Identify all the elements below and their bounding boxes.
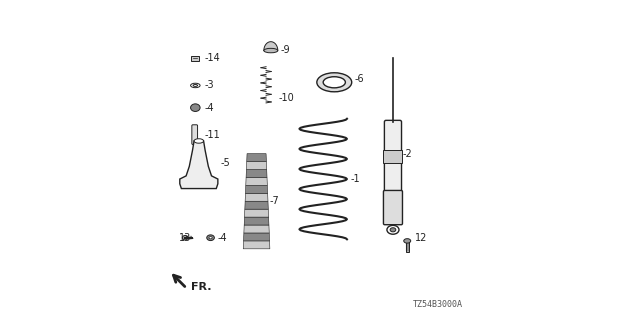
Polygon shape bbox=[244, 233, 269, 241]
Text: -9: -9 bbox=[280, 44, 290, 55]
Ellipse shape bbox=[317, 73, 352, 92]
Text: 13-: 13- bbox=[179, 233, 195, 243]
Polygon shape bbox=[246, 178, 268, 185]
Text: -5: -5 bbox=[220, 158, 230, 168]
FancyBboxPatch shape bbox=[383, 190, 403, 225]
Polygon shape bbox=[245, 193, 268, 201]
Polygon shape bbox=[247, 154, 266, 162]
Ellipse shape bbox=[323, 77, 346, 88]
Text: FR.: FR. bbox=[191, 282, 211, 292]
FancyBboxPatch shape bbox=[383, 150, 403, 163]
Text: -4: -4 bbox=[218, 233, 227, 243]
Text: -4: -4 bbox=[204, 103, 214, 113]
Ellipse shape bbox=[404, 239, 411, 243]
Text: -2: -2 bbox=[403, 149, 412, 159]
Polygon shape bbox=[243, 241, 270, 249]
Text: 12: 12 bbox=[415, 233, 428, 243]
Polygon shape bbox=[264, 42, 278, 51]
Text: -6: -6 bbox=[355, 74, 364, 84]
Text: TZ54B3000A: TZ54B3000A bbox=[413, 300, 463, 309]
Ellipse shape bbox=[209, 236, 212, 239]
Text: -14: -14 bbox=[204, 53, 220, 63]
Polygon shape bbox=[246, 170, 267, 178]
Polygon shape bbox=[244, 209, 269, 217]
Polygon shape bbox=[244, 225, 269, 233]
Ellipse shape bbox=[182, 236, 188, 240]
Ellipse shape bbox=[387, 225, 399, 234]
Ellipse shape bbox=[264, 48, 278, 53]
Polygon shape bbox=[246, 185, 268, 193]
FancyBboxPatch shape bbox=[406, 241, 408, 252]
Polygon shape bbox=[245, 201, 268, 209]
Ellipse shape bbox=[207, 235, 214, 241]
FancyBboxPatch shape bbox=[191, 56, 198, 61]
FancyBboxPatch shape bbox=[385, 120, 401, 200]
FancyBboxPatch shape bbox=[192, 125, 198, 144]
Ellipse shape bbox=[390, 228, 396, 232]
Ellipse shape bbox=[193, 84, 198, 86]
Polygon shape bbox=[246, 162, 267, 170]
Text: -3: -3 bbox=[204, 80, 214, 91]
Ellipse shape bbox=[191, 83, 200, 88]
Ellipse shape bbox=[194, 139, 204, 143]
Text: -1: -1 bbox=[350, 174, 360, 184]
Polygon shape bbox=[180, 141, 218, 188]
Text: -10: -10 bbox=[278, 93, 294, 103]
Ellipse shape bbox=[191, 104, 200, 111]
Text: -11: -11 bbox=[204, 130, 220, 140]
Text: -7: -7 bbox=[270, 196, 280, 206]
Polygon shape bbox=[244, 217, 269, 225]
